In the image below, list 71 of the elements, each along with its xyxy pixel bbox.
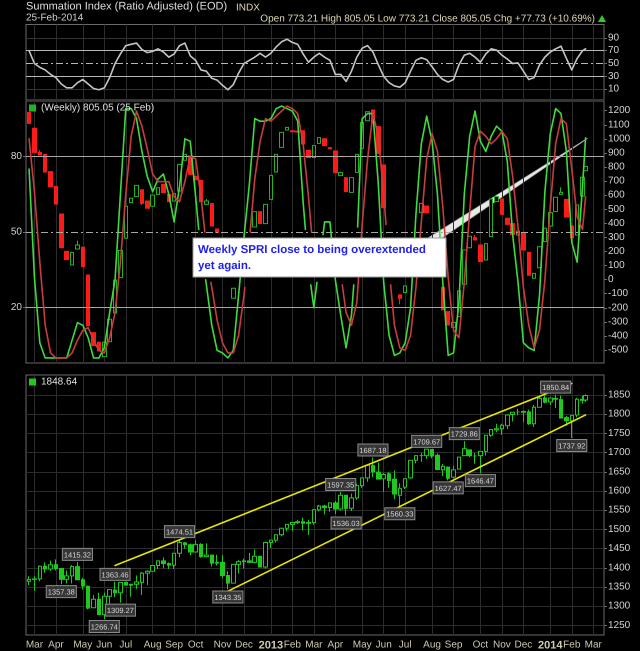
x-tick-label: Mar xyxy=(584,640,603,650)
y-tick-label: 1400 xyxy=(608,562,631,574)
y2-tick-label: 80 xyxy=(10,150,22,162)
x-tick-label: Nov xyxy=(493,640,511,650)
y-tick-label: 100 xyxy=(608,260,626,272)
y-tick-label: 900 xyxy=(608,147,626,158)
y-tick-label: 90 xyxy=(608,32,620,44)
y-tick-label: 1550 xyxy=(608,504,631,516)
x-tick-label: Jun xyxy=(376,640,392,650)
text: Open 773.21 High 805.05 Low 773.21 Close 805.05 Chg +77.73 (+10.69%) xyxy=(260,14,595,24)
chart-subtitle: 25-Feb-2014 xyxy=(26,12,84,24)
y-tick-label: 1300 xyxy=(608,600,631,612)
y-tick-label: 1700 xyxy=(608,447,631,458)
y-tick-label: -500 xyxy=(608,344,628,356)
y-tick-label: -200 xyxy=(608,302,628,314)
y-tick-label: 800 xyxy=(608,162,626,173)
y-tick-label: 1250 xyxy=(608,620,631,631)
y-tick-label: 400 xyxy=(608,218,626,229)
x-tick-label: Oct xyxy=(472,640,488,650)
x-tick-label: Apr xyxy=(48,640,64,650)
x-tick-label: Oct xyxy=(188,640,204,650)
x-tick-label: Aug xyxy=(423,640,441,650)
x-tick-label: Mar xyxy=(305,640,324,650)
x-tick-label: Mar xyxy=(26,640,44,650)
x-tick-label: Jul xyxy=(398,640,412,650)
y-tick-label: 1100 xyxy=(608,119,630,130)
y-tick-label: 10 xyxy=(608,84,620,95)
y-tick-label: 600 xyxy=(608,190,626,201)
y-tick-label: 1000 xyxy=(608,133,631,144)
x-tick-label: May xyxy=(352,640,372,650)
legend-label: (Weekly) 805.05 (25 Feb) xyxy=(41,102,154,114)
y-tick-label: 1500 xyxy=(608,524,631,535)
text: INDX xyxy=(236,2,260,14)
x-tick-label: Sep xyxy=(165,640,184,650)
y-tick-label: 1350 xyxy=(608,581,631,592)
x-tick-label: Aug xyxy=(144,640,162,650)
y-tick-label: 500 xyxy=(608,204,626,215)
y-tick-label: 0 xyxy=(608,274,614,286)
y-tick-label: -400 xyxy=(608,330,628,342)
x-tick-label: Feb xyxy=(563,640,581,650)
y-tick-label: -300 xyxy=(608,316,628,328)
x-tick-label: Sep xyxy=(444,640,463,650)
chart-title: Summation Index (Ratio Adjusted) (EOD) xyxy=(26,0,228,12)
y-tick-label: 1850 xyxy=(608,389,631,400)
y2-tick-label: 20 xyxy=(10,302,22,314)
y-tick-label: 700 xyxy=(608,176,626,187)
x-tick-label: Apr xyxy=(328,640,344,650)
x-tick-label: Dec xyxy=(235,640,253,650)
y-tick-label: 1800 xyxy=(608,408,631,420)
x-tick-label: Jun xyxy=(96,640,112,650)
y2-tick-label: 50 xyxy=(10,226,22,238)
x-tick-label: Dec xyxy=(514,640,532,650)
annotation: Weekly SPRI close to being overextended yet again. xyxy=(198,244,430,272)
y-tick-label: 70 xyxy=(608,45,620,56)
x-tick-label: Nov xyxy=(214,640,232,650)
y-tick-label: 300 xyxy=(608,232,626,243)
y-tick-label: 50 xyxy=(608,58,620,70)
y-tick-label: 1450 xyxy=(608,543,631,554)
y-tick-label: 1600 xyxy=(608,485,631,496)
x-tick-label: 2014 xyxy=(538,640,564,651)
y-tick-label: 30 xyxy=(608,70,620,82)
y-tick-label: 1750 xyxy=(608,428,631,439)
x-tick-label: Feb xyxy=(284,640,302,650)
y-tick-label: 200 xyxy=(608,246,626,257)
x-tick-label: Jul xyxy=(119,640,132,650)
x-tick-label: 2013 xyxy=(258,640,284,651)
legend-label: 1848.64 xyxy=(41,376,78,388)
y-tick-label: -100 xyxy=(608,288,628,300)
y-tick-label: 1200 xyxy=(608,105,631,116)
x-tick-label: May xyxy=(73,640,92,650)
y-tick-label: 1650 xyxy=(608,466,631,478)
